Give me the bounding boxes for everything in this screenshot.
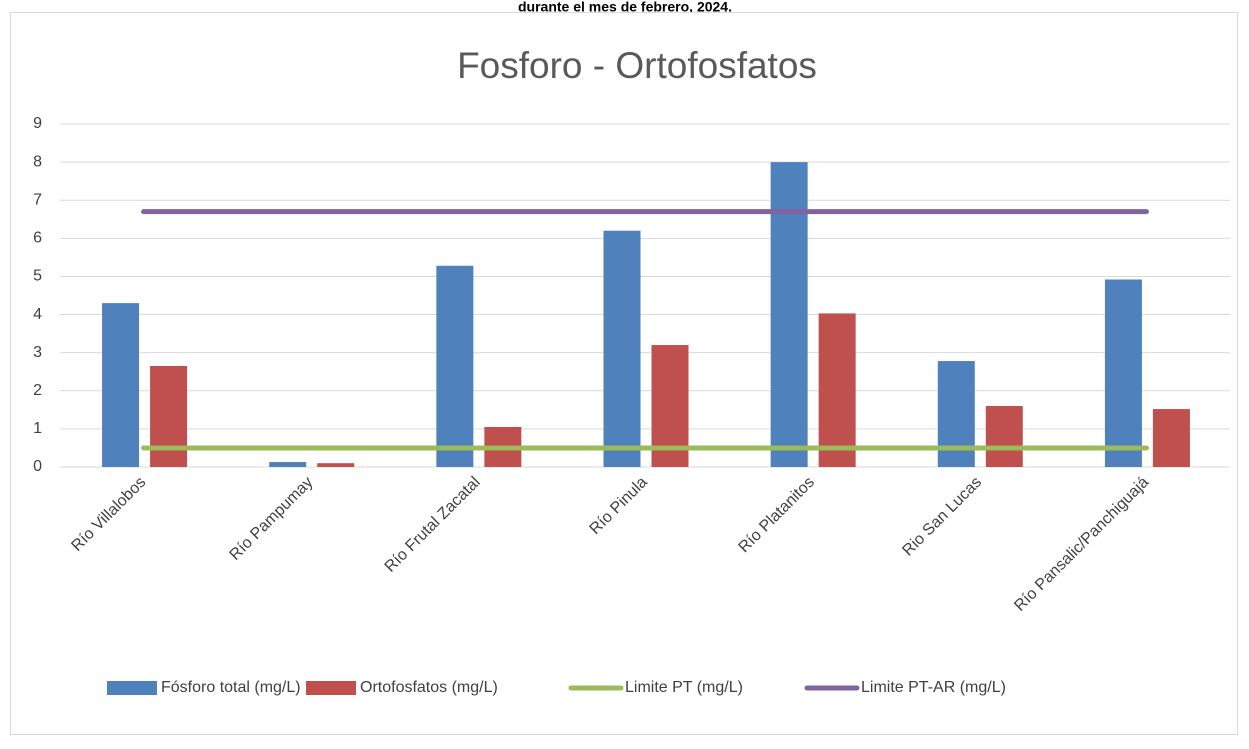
bar bbox=[603, 230, 641, 467]
legend-swatch bbox=[107, 681, 157, 695]
y-tick-label: 4 bbox=[33, 306, 42, 323]
bar bbox=[1152, 409, 1190, 467]
bar bbox=[985, 406, 1023, 467]
legend-label: Limite PT-AR (mg/L) bbox=[861, 679, 1006, 696]
y-tick-label: 6 bbox=[33, 230, 42, 247]
bar bbox=[269, 462, 307, 467]
caption: durante el mes de febrero, 2024. bbox=[518, 0, 732, 15]
y-tick-label: 1 bbox=[33, 420, 42, 437]
chart-title: Fosforo - Ortofosfatos bbox=[457, 45, 817, 86]
bar bbox=[317, 463, 355, 467]
y-tick-label: 5 bbox=[33, 268, 42, 285]
bar bbox=[937, 361, 975, 467]
bar bbox=[770, 162, 808, 467]
bar bbox=[818, 313, 856, 467]
legend-label: Fósforo total (mg/L) bbox=[161, 679, 301, 696]
legend-swatch bbox=[306, 681, 356, 695]
legend-label: Limite PT (mg/L) bbox=[625, 679, 743, 696]
legend-label: Ortofosfatos (mg/L) bbox=[360, 679, 498, 696]
bar bbox=[150, 366, 188, 467]
y-tick-label: 0 bbox=[33, 458, 42, 475]
bar bbox=[102, 303, 140, 467]
y-tick-label: 2 bbox=[33, 382, 42, 399]
y-tick-label: 3 bbox=[33, 344, 42, 361]
y-tick-label: 7 bbox=[33, 191, 42, 208]
y-tick-label: 9 bbox=[33, 115, 42, 132]
bar bbox=[1104, 279, 1142, 467]
bar bbox=[436, 265, 474, 467]
y-tick-label: 8 bbox=[33, 153, 42, 170]
